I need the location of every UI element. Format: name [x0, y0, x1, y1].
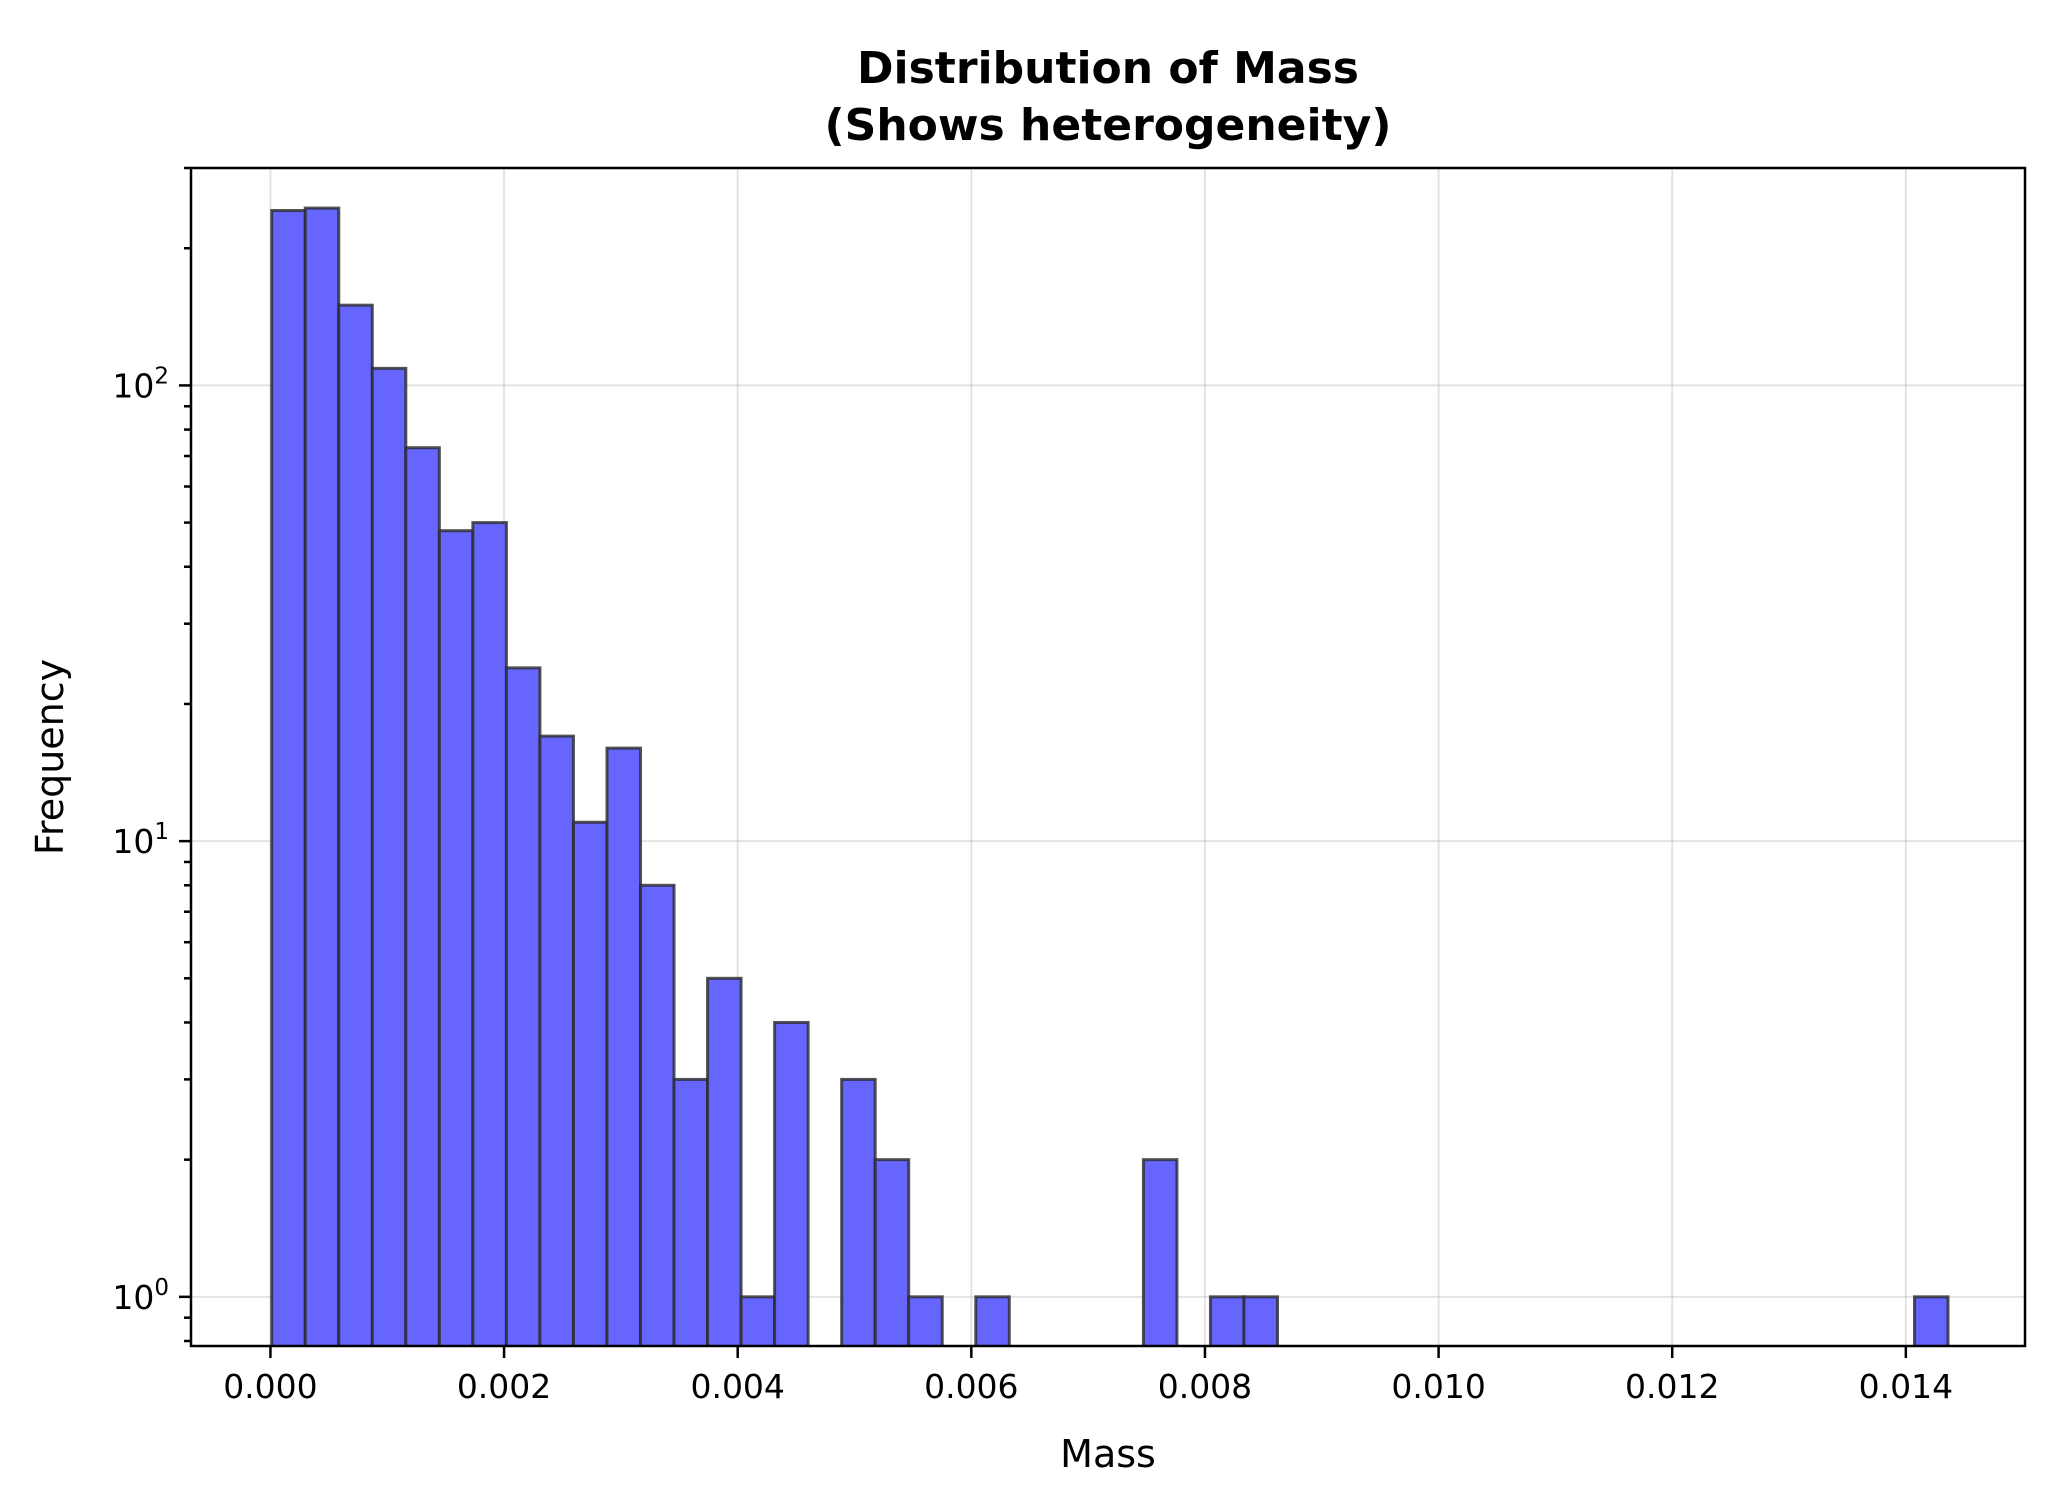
- y-tick-exponent: 0: [154, 1275, 169, 1301]
- histogram-bar: [437, 529, 475, 1346]
- histogram-bar: [303, 206, 341, 1346]
- y-tick-label: 102: [112, 363, 169, 405]
- histogram-bar: [773, 1020, 810, 1346]
- y-tick-label: 100: [112, 1275, 169, 1317]
- histogram-bar: [639, 883, 676, 1346]
- y-tick-base: 10: [112, 1278, 154, 1317]
- histogram-bar: [605, 746, 643, 1346]
- histogram-bar: [739, 1295, 777, 1346]
- histogram-bar: [370, 366, 408, 1346]
- x-tick-label: 0.004: [690, 1367, 784, 1406]
- histogram-bar: [571, 820, 609, 1346]
- histogram-bar: [907, 1295, 944, 1346]
- axis-ticks: 0.000 0.002 0.004 0.006 0.008 0.010 0.012 0.014…: [112, 166, 1953, 1406]
- histogram-bar: [1141, 1158, 1179, 1346]
- x-tick-label: 0.014: [1859, 1367, 1953, 1406]
- plot-frame: [189, 166, 2027, 1348]
- histogram-bar: [471, 521, 508, 1346]
- y-tick-exponent: 1: [154, 819, 169, 845]
- y-tick-base: 10: [112, 822, 154, 861]
- chart-title-line-1: Distribution of Mass: [857, 43, 1359, 94]
- x-tick-label: 0.008: [1158, 1367, 1252, 1406]
- x-tick-label: 0.012: [1625, 1367, 1719, 1406]
- x-tick-label: 0.010: [1391, 1367, 1485, 1406]
- y-axis-label: Frequency: [28, 659, 72, 855]
- histogram-bars: [270, 206, 1950, 1346]
- x-tick-label: 0.000: [223, 1367, 317, 1406]
- histogram-bar: [672, 1077, 710, 1346]
- histogram-bar: [404, 446, 441, 1346]
- histogram-bar: [873, 1158, 911, 1346]
- y-tick-base: 10: [112, 366, 154, 405]
- histogram-bar: [1242, 1295, 1279, 1346]
- histogram-bar: [1208, 1295, 1246, 1346]
- histogram-bar: [504, 666, 542, 1346]
- grid-lines: [191, 168, 2025, 1346]
- histogram-bar: [840, 1077, 877, 1346]
- x-tick-label: 0.006: [924, 1367, 1018, 1406]
- x-axis-label: Mass: [1060, 1432, 1156, 1476]
- y-tick-label: 101: [112, 819, 169, 861]
- histogram-bar: [706, 976, 743, 1346]
- histogram-bar: [538, 734, 575, 1346]
- y-tick-exponent: 2: [154, 363, 169, 389]
- histogram-bar: [974, 1295, 1011, 1346]
- chart-title-line-2: (Shows heterogeneity): [825, 100, 1392, 151]
- histogram-bar: [337, 303, 374, 1346]
- histogram-bar: [1912, 1295, 1950, 1346]
- x-tick-label: 0.002: [457, 1367, 551, 1406]
- histogram-bar: [270, 209, 307, 1346]
